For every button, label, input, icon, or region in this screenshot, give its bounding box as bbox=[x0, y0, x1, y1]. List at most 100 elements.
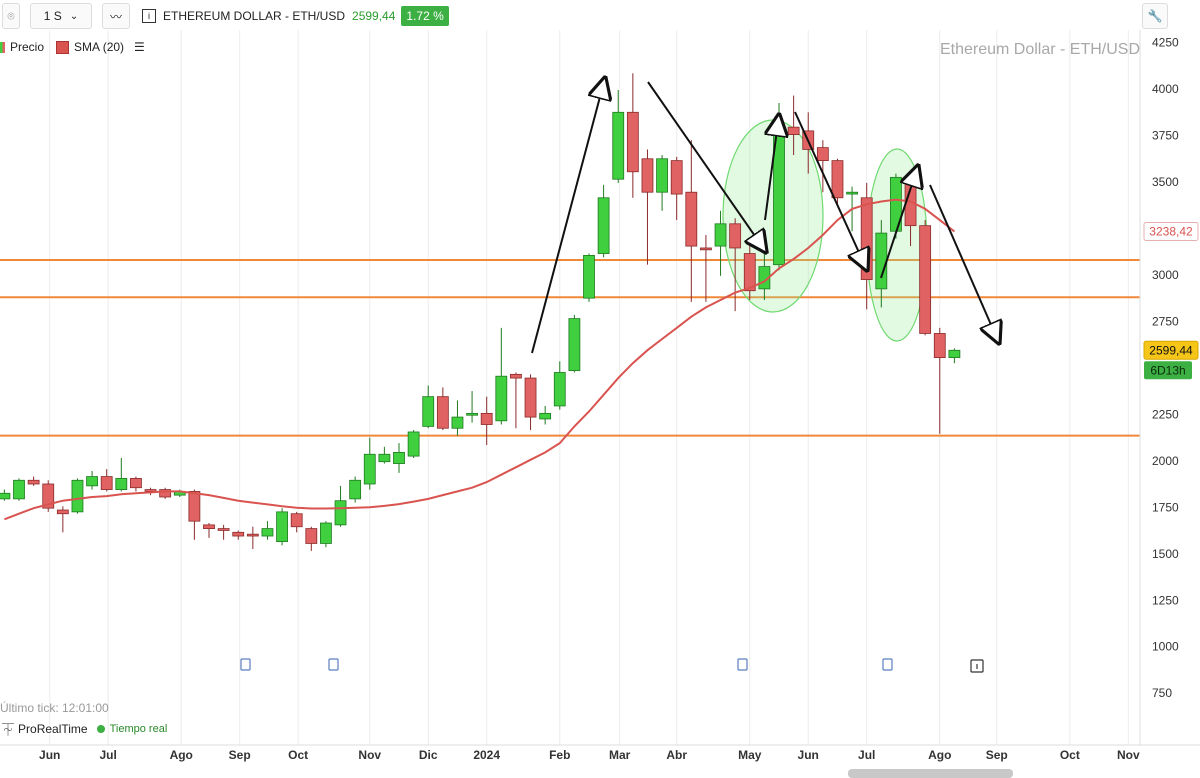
sma-line bbox=[4, 198, 956, 521]
legend: Precio SMA (20) ☰ bbox=[0, 38, 145, 56]
x-tick-label: Mar bbox=[609, 748, 631, 762]
y-tick-label: 2750 bbox=[1152, 314, 1179, 328]
candle-body bbox=[714, 223, 727, 247]
candle-body bbox=[71, 479, 84, 513]
info-icon[interactable]: i bbox=[142, 9, 156, 23]
arrow-drawing bbox=[531, 78, 605, 354]
candle-body bbox=[685, 191, 698, 247]
candle-body bbox=[349, 479, 362, 500]
price-tags: 3238,42 2599,44 6D13h bbox=[1143, 222, 1199, 380]
y-tick-label: 1500 bbox=[1152, 547, 1179, 561]
candle-body bbox=[510, 373, 522, 379]
brand-icon: ⏇ bbox=[2, 722, 15, 737]
price-tag-label: 2599,44 bbox=[1149, 343, 1193, 357]
candle-body bbox=[363, 453, 376, 485]
candle-body bbox=[86, 476, 98, 487]
candle-body bbox=[42, 483, 55, 509]
y-tick-label: 1000 bbox=[1152, 640, 1179, 654]
candle-body bbox=[393, 451, 405, 464]
y-tick-label: 2000 bbox=[1152, 454, 1179, 468]
legend-menu[interactable]: ☰ bbox=[134, 40, 145, 54]
scrollbar[interactable] bbox=[848, 769, 1013, 778]
countdown-tag bbox=[1144, 361, 1192, 380]
x-tick-label: Jun bbox=[39, 748, 60, 762]
candle-body bbox=[480, 412, 493, 425]
chevron: ⌄ bbox=[69, 10, 79, 22]
candle-body bbox=[539, 412, 552, 420]
candle-body bbox=[568, 318, 581, 372]
price-tag bbox=[1143, 340, 1199, 360]
candle-body bbox=[100, 476, 113, 490]
candle-body bbox=[56, 509, 69, 515]
x-tick-label: Ago bbox=[928, 748, 951, 762]
arrow-drawing bbox=[647, 81, 766, 252]
candle-body bbox=[232, 531, 245, 537]
x-tick-label: Oct bbox=[1060, 748, 1080, 762]
candle-body bbox=[553, 372, 566, 407]
candle-body bbox=[919, 225, 932, 334]
x-tick-label: Jul bbox=[99, 748, 116, 762]
candle-body bbox=[466, 412, 478, 416]
candle-body bbox=[626, 111, 639, 173]
axes: 7501000125015001750200022502500275030003… bbox=[39, 36, 1179, 762]
live-dot bbox=[96, 725, 105, 733]
interval: 1 S bbox=[43, 9, 62, 23]
x-tick-label: May bbox=[738, 748, 762, 762]
change-badge: 1.72 % bbox=[401, 6, 449, 26]
doc-icon bbox=[737, 658, 748, 671]
candle-body bbox=[276, 511, 288, 543]
candle-body bbox=[261, 528, 274, 537]
candle-body bbox=[597, 197, 610, 254]
info-icon bbox=[970, 659, 984, 673]
legend-swatch bbox=[56, 40, 70, 54]
candle-body bbox=[203, 524, 215, 529]
grid bbox=[49, 30, 1129, 745]
candles bbox=[0, 73, 961, 551]
candle-body bbox=[933, 333, 946, 359]
candle-body bbox=[13, 479, 25, 500]
x-tick-label: Abr bbox=[666, 748, 687, 762]
x-tick-label: Dic bbox=[419, 748, 438, 762]
price-tag-label: 3238,42 bbox=[1149, 225, 1193, 239]
price: 2599,44 bbox=[352, 9, 396, 23]
legend-swatch bbox=[0, 41, 5, 53]
interval-selector[interactable]: 1 S ⌄ bbox=[30, 3, 92, 29]
x-tick-label: Jun bbox=[798, 748, 819, 762]
menu-button[interactable]: ⌾ bbox=[2, 3, 20, 29]
status-bar: ⏇ ProRealTime Tiempo real bbox=[2, 721, 167, 737]
watermark-title: Ethereum Dollar - ETH/USD bbox=[940, 41, 1140, 58]
x-tick-label: Jul bbox=[858, 748, 875, 762]
candle-body bbox=[217, 528, 230, 531]
y-tick-label: 3750 bbox=[1152, 129, 1179, 143]
x-tick-label: Oct bbox=[288, 748, 308, 762]
y-tick-label: 3500 bbox=[1152, 175, 1179, 189]
candle-body bbox=[787, 126, 800, 135]
candle-body bbox=[436, 396, 449, 429]
candle-body bbox=[656, 158, 668, 193]
candle-body bbox=[290, 513, 303, 528]
candle-body bbox=[875, 232, 888, 290]
doc-icon bbox=[882, 658, 893, 671]
indicator-button[interactable]: 〰 bbox=[102, 3, 130, 29]
drawings-arrows bbox=[531, 78, 999, 354]
candle-body bbox=[583, 254, 595, 299]
x-tick-label: Ago bbox=[170, 748, 193, 762]
candle-body bbox=[700, 247, 712, 251]
y-tick-label: 1750 bbox=[1152, 500, 1179, 514]
y-tick-label: 750 bbox=[1152, 686, 1172, 700]
sma-line bbox=[4, 198, 956, 521]
candle-body bbox=[422, 396, 435, 427]
candle-body bbox=[860, 197, 873, 280]
x-tick-label: 2024 bbox=[473, 748, 500, 762]
settings-button[interactable]: 🔧 bbox=[1142, 3, 1168, 29]
event-icons bbox=[240, 658, 984, 673]
brand: ProRealTime bbox=[18, 722, 88, 736]
candle-body bbox=[831, 160, 844, 199]
candle-body bbox=[451, 416, 464, 429]
legend-label: Precio bbox=[10, 40, 45, 54]
last-tick: Último tick: 12:01:00 bbox=[0, 701, 109, 715]
arrow-drawing bbox=[794, 111, 867, 270]
candle-body bbox=[0, 492, 11, 500]
